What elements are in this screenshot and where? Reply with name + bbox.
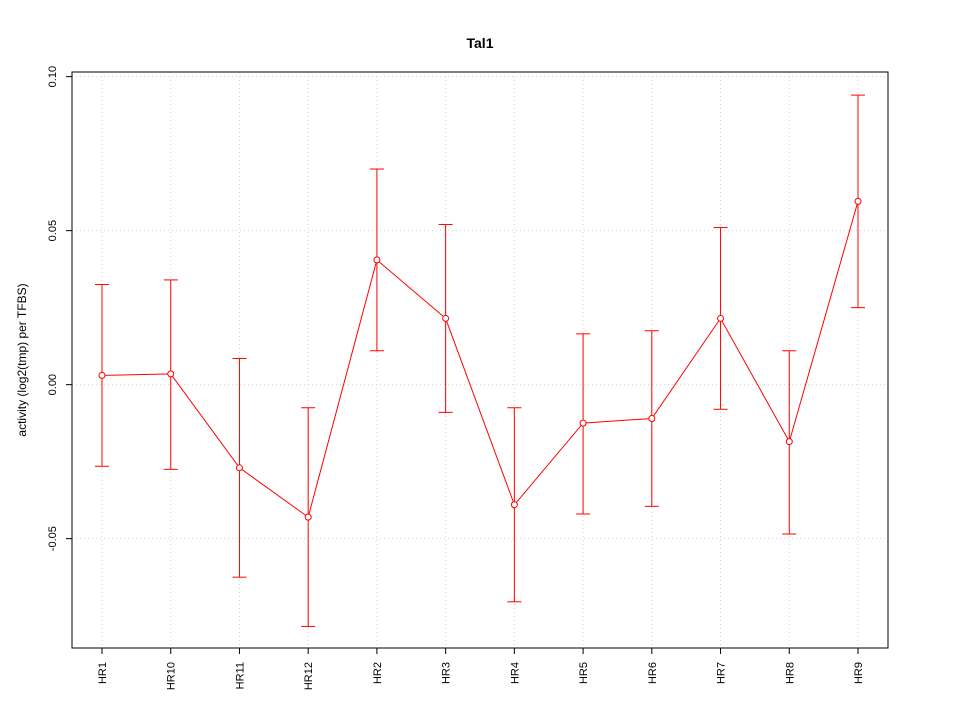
x-tick-label: HR4 [509,662,521,684]
data-point [579,419,587,427]
series [95,94,865,627]
grid [72,72,888,648]
data-point [98,371,106,379]
x-tick-label: HR11 [234,662,246,689]
x-tick-label: HR8 [784,662,796,684]
y-axis-label: activity (log2(tmp) per TFBS) [15,283,29,436]
x-tick-label: HR3 [441,662,453,684]
y-tick-label: 0.10 [47,66,59,87]
x-tick-label: HR7 [716,662,728,684]
x-tick-label: HR9 [853,662,865,684]
plot-frame [71,71,889,649]
x-tick-label: HR1 [97,662,109,684]
chart-title: Tal1 [467,35,494,51]
series-line [101,201,859,518]
y-tick-label: -0.05 [47,526,59,551]
data-point [304,513,312,521]
data-point [854,197,862,205]
data-point [785,438,793,446]
x-tick-label: HR5 [578,662,590,684]
x-tick-label: HR12 [303,662,315,690]
data-point [167,370,175,378]
data-point [717,314,725,322]
data-point [442,314,450,322]
x-tick-label: HR10 [166,662,178,690]
data-point [510,501,518,509]
data-point [235,464,243,472]
data-point [373,256,381,264]
x-tick-label: HR2 [372,662,384,684]
y-tick-label: 0.00 [47,374,59,395]
y-tick-label: 0.05 [47,220,59,241]
x-tick-label: HR6 [647,662,659,684]
data-point [648,415,656,423]
axes: -0.05 0.00 0.05 0.10 HR1 HR10 HR11 HR12 HR2 HR3 HR… [47,66,865,690]
